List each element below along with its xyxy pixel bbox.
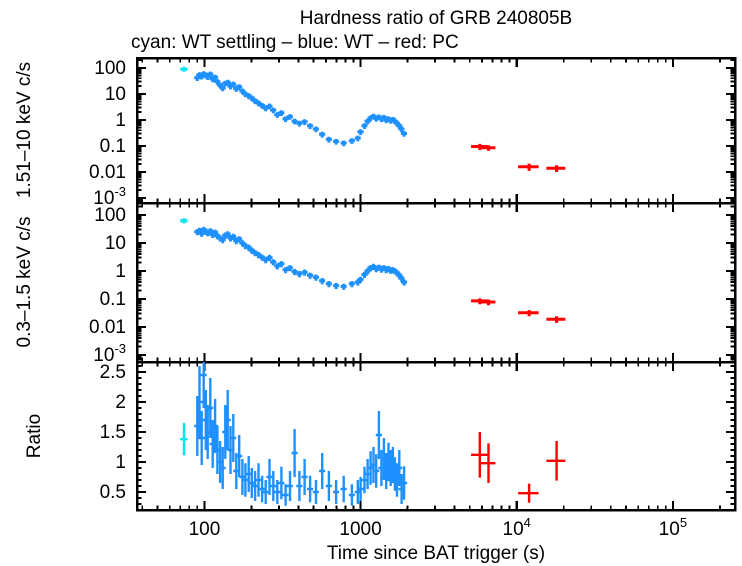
y-tick-label: 100 xyxy=(94,58,126,79)
series-wt-settling xyxy=(180,66,188,72)
panel-frame xyxy=(135,201,737,364)
y-tick-label: 0.1 xyxy=(100,289,126,310)
x-tick-label: 105 xyxy=(659,515,687,540)
y-tick-label: 100 xyxy=(94,205,126,226)
x-tick-label: 104 xyxy=(503,515,531,540)
y-tick-label: 0.01 xyxy=(89,162,126,183)
y-tick-label: 1.5 xyxy=(100,422,126,443)
y-tick-label: 2 xyxy=(115,392,126,413)
y-tick-label: 2.5 xyxy=(100,362,126,383)
y-axis-label-ratio: Ratio xyxy=(24,414,45,458)
series-pc xyxy=(471,298,566,323)
x-axis-label: Time since BAT trigger (s) xyxy=(327,543,545,564)
series-wt-settling xyxy=(180,423,188,456)
y-axis-label-hard: 1.51–10 keV c/s xyxy=(14,62,35,198)
series-wt xyxy=(194,71,408,147)
y-tick-label: 1 xyxy=(115,261,126,282)
y-tick-label: 0.1 xyxy=(100,136,126,157)
y-tick-label: 1 xyxy=(115,110,126,131)
x-tick-label: 1000 xyxy=(339,519,381,540)
series-wt xyxy=(194,362,408,506)
y-tick-label: 1 xyxy=(115,452,126,473)
series-wt xyxy=(194,226,408,290)
series-pc xyxy=(471,432,566,503)
y-tick-label: 10 xyxy=(105,233,126,254)
x-tick-label: 100 xyxy=(189,519,221,540)
axis-ticks xyxy=(137,58,735,203)
y-tick-label: 0.01 xyxy=(89,317,126,338)
panel-frame xyxy=(135,56,737,205)
axis-ticks xyxy=(137,203,735,363)
y-tick-label: 0.5 xyxy=(100,482,126,503)
plot-title: Hardness ratio of GRB 240805B xyxy=(300,8,573,29)
panel-frame xyxy=(135,360,737,512)
plot-subtitle: cyan: WT settling – blue: WT – red: PC xyxy=(131,32,459,53)
panel-hardness-ratio: 0.5 1 1.5 2 2.5 100 1000 104 105 xyxy=(100,360,737,540)
y-axis-label-soft: 0.3–1.5 keV c/s xyxy=(14,217,35,348)
series-wt-settling xyxy=(180,218,188,224)
y-tick-label: 10 xyxy=(105,84,126,105)
series-pc xyxy=(471,143,566,172)
